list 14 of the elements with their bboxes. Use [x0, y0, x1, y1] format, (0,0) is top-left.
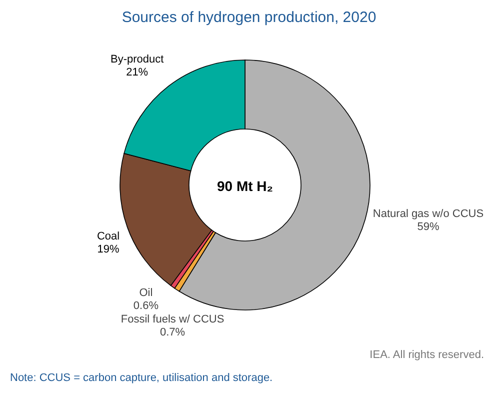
text: IEA. All rights reserved.: [370, 349, 484, 361]
data-label: 0.7%: [160, 326, 186, 339]
slice-label: Fossil fuels w/ CCUS: [120, 314, 224, 326]
slice-label: Coal: [96, 230, 120, 242]
slice-label: By-product: [110, 54, 164, 66]
text: Note: CCUS = carbon capture, utilisation and storage.: [10, 372, 273, 384]
slice-label: Natural gas w/o CCUS: [372, 208, 484, 220]
data-label: 21%: [126, 66, 148, 79]
slice-label: Oil: [139, 287, 153, 300]
chart-title: Sources of hydrogen production, 2020: [122, 9, 376, 26]
data-label: 0.6%: [133, 300, 159, 312]
data-label: 19%: [97, 243, 120, 256]
data-label: 59%: [417, 220, 440, 233]
text: 90 Mt H₂: [216, 178, 274, 194]
